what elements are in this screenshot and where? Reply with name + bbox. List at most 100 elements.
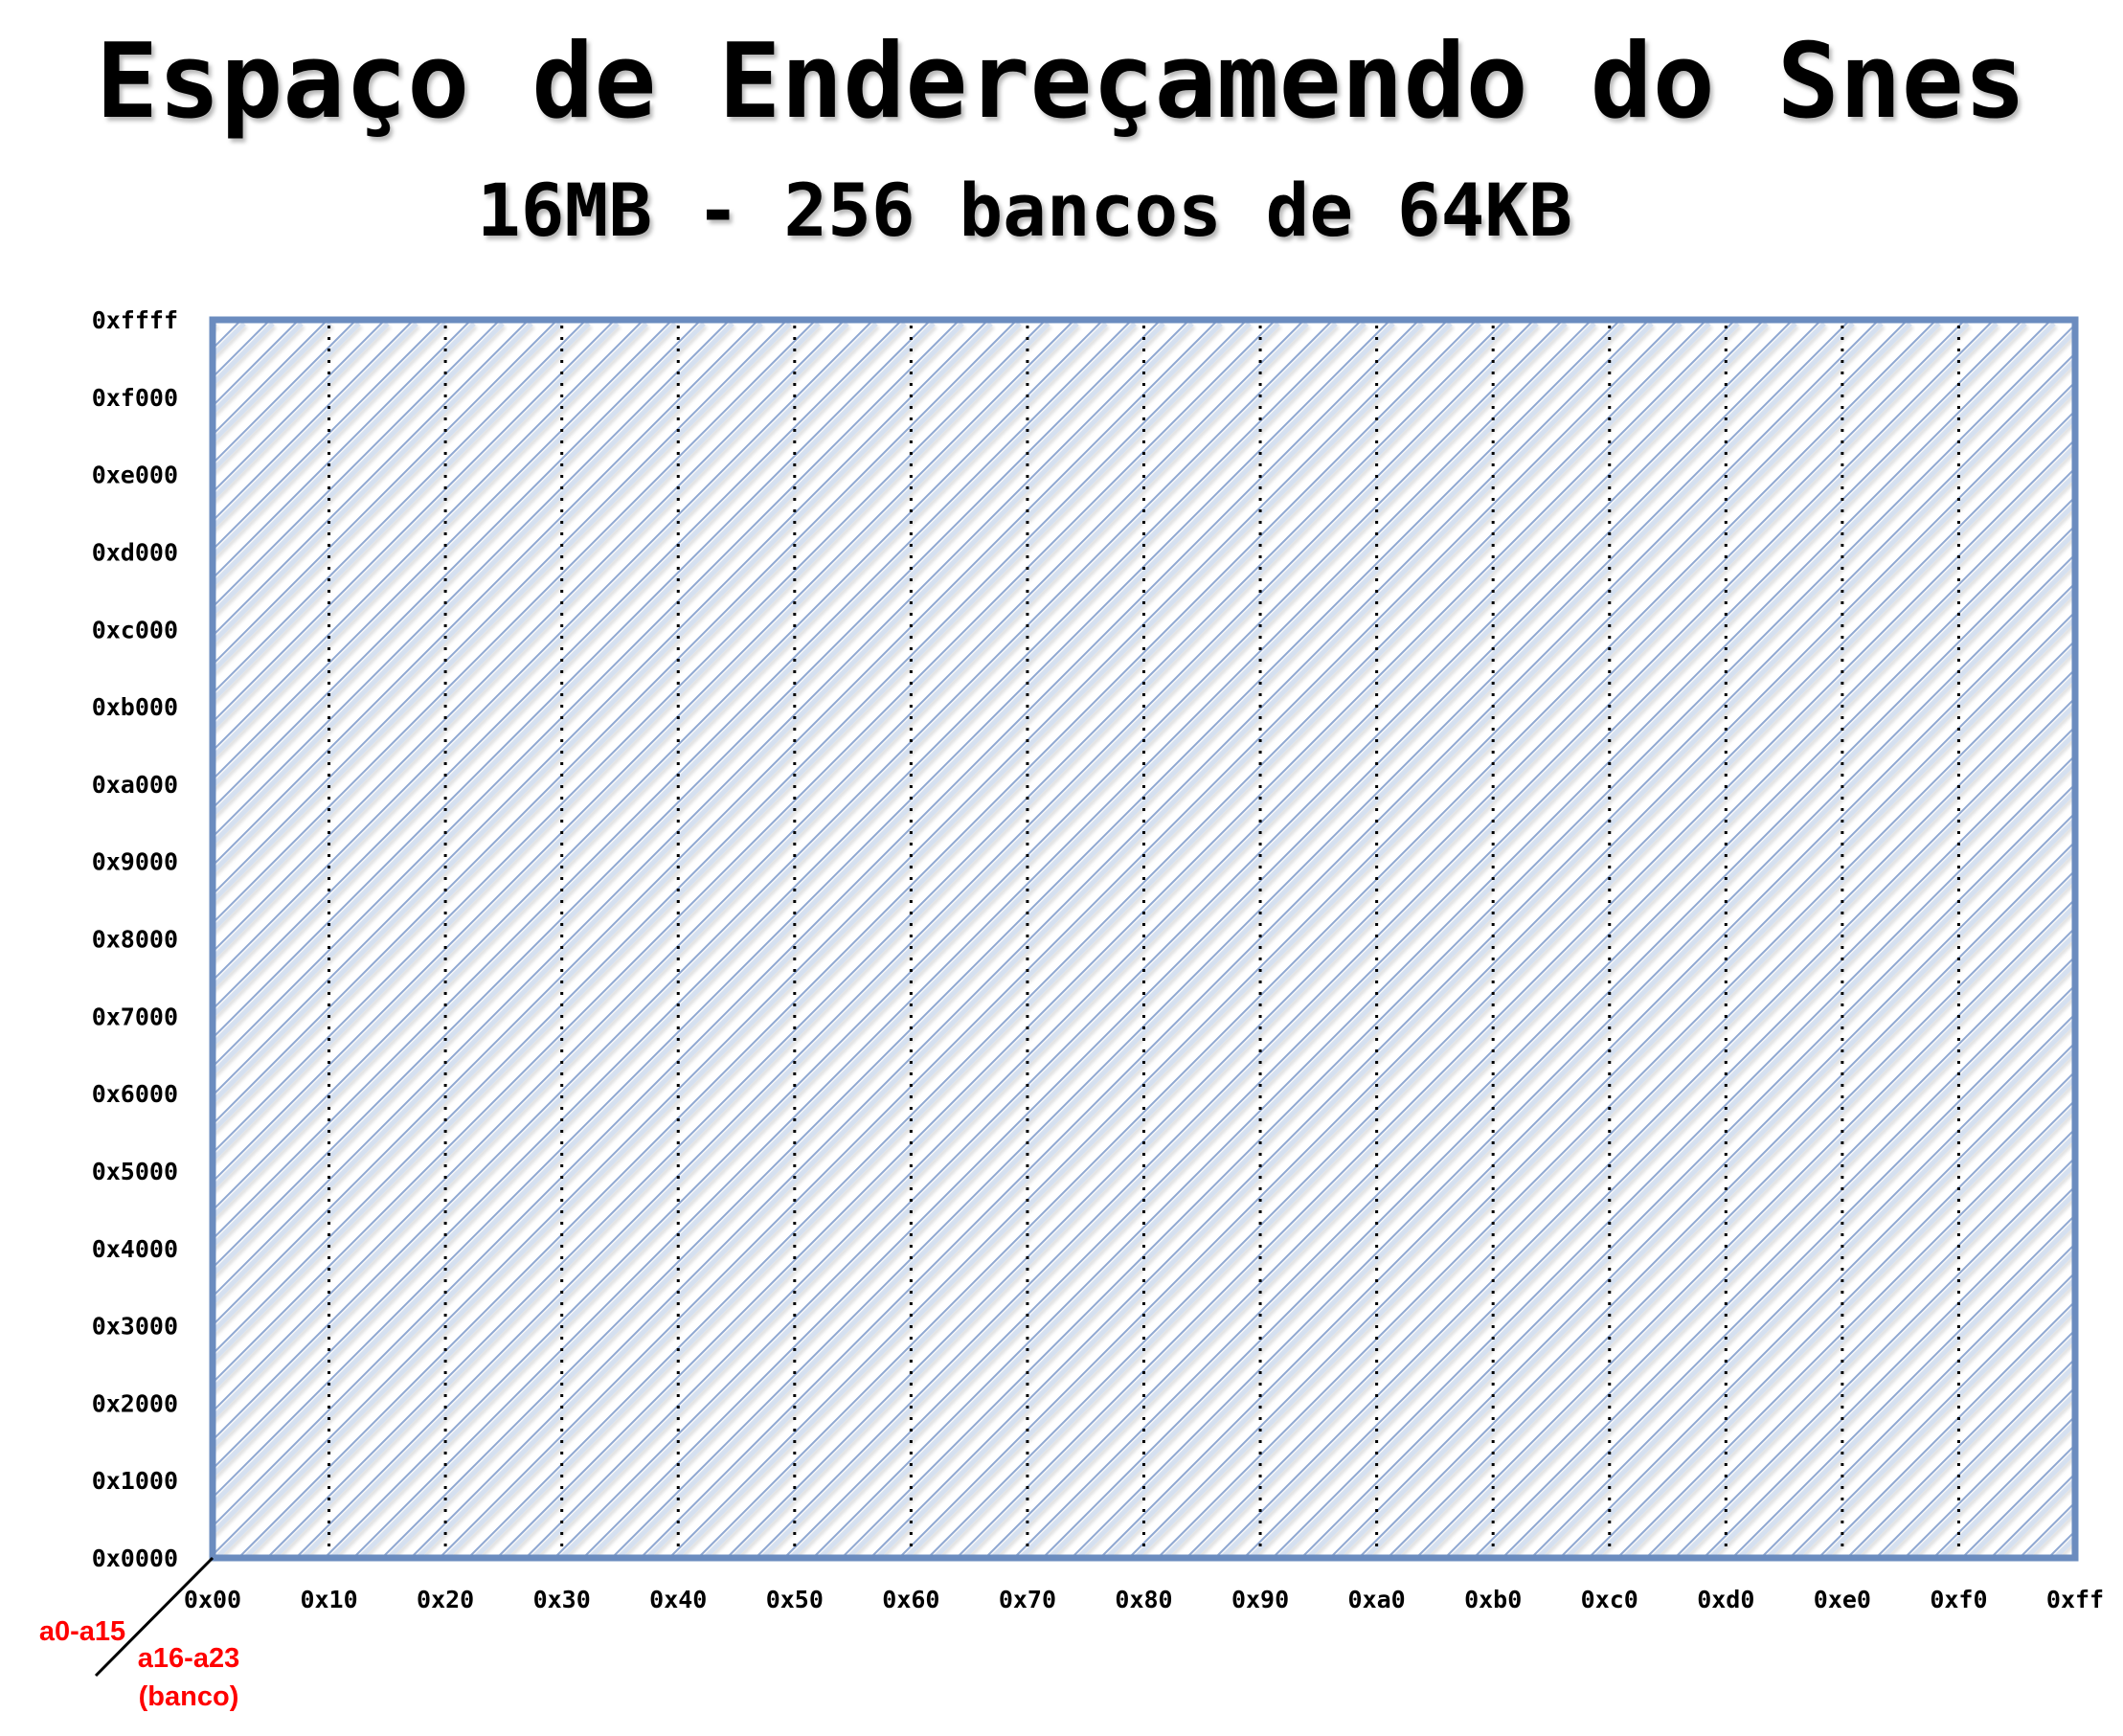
hatch-line bbox=[1444, 926, 2075, 1558]
hatch-shadow-line bbox=[816, 322, 2056, 1558]
y-axis-name: a0-a15 bbox=[39, 1616, 125, 1647]
hatch-shadow-line bbox=[213, 322, 878, 991]
hatch-shadow-line bbox=[845, 327, 2075, 1558]
hatch-shadow-line bbox=[213, 322, 620, 733]
y-tick-label: 0x4000 bbox=[92, 1235, 178, 1263]
hatch-shadow-line bbox=[213, 322, 505, 618]
hatch-shadow-line bbox=[1103, 586, 2075, 1558]
hatch-shadow-line bbox=[615, 322, 1855, 1558]
hatch-shadow-line bbox=[1362, 845, 2075, 1558]
hatch-shadow-line bbox=[213, 322, 476, 589]
hatch-shadow-line bbox=[213, 322, 1165, 1278]
hatch-shadow-line bbox=[586, 322, 1826, 1558]
y-tick-label: 0x1000 bbox=[92, 1467, 178, 1495]
hatch-shadow-line bbox=[1534, 1017, 2075, 1558]
y-tick-label: 0x7000 bbox=[92, 1003, 178, 1030]
hatch-line bbox=[984, 466, 2075, 1558]
hatch-shadow-line bbox=[471, 322, 1711, 1558]
hatch-shadow-line bbox=[644, 322, 1884, 1558]
hatch-shadow-line bbox=[442, 322, 1683, 1558]
hatch-shadow-line bbox=[988, 471, 2075, 1558]
hatch-line bbox=[783, 320, 2023, 1558]
hatch-shadow-line bbox=[213, 322, 706, 819]
y-axis-tick-labels: 0xffff 0xf000 0xe000 0xd000 0xc000 0xb000 0xa0… bbox=[92, 306, 178, 1572]
hatch-shadow-line bbox=[213, 322, 1338, 1451]
hatch-line bbox=[213, 320, 1219, 1327]
hatch-line bbox=[213, 320, 1162, 1270]
hatch-shadow-line bbox=[1017, 500, 2075, 1558]
hatch-line bbox=[213, 320, 501, 609]
hatch-shadow-line bbox=[1074, 557, 2075, 1558]
hatch-shadow-line bbox=[241, 322, 1481, 1558]
hatch-line bbox=[213, 320, 530, 638]
y-tick-label: 0xa000 bbox=[92, 771, 178, 799]
hatch-shadow-line bbox=[213, 322, 1079, 1192]
y-tick-label: 0xf000 bbox=[92, 384, 178, 412]
hatch-shadow-line bbox=[213, 322, 821, 934]
y-tick-label: 0xb000 bbox=[92, 693, 178, 721]
hatch-line bbox=[1616, 1098, 2075, 1558]
hatch-shadow-line bbox=[213, 322, 1050, 1163]
x-axis-name-note: (banco) bbox=[139, 1681, 239, 1712]
hatch-shadow-line bbox=[902, 385, 2075, 1558]
hatch-shadow-line bbox=[1189, 672, 2075, 1558]
hatch-line bbox=[213, 320, 846, 954]
diagram-subtitle: 16MB - 256 bancos de 64KB bbox=[477, 168, 1572, 253]
x-tick-label: 0x30 bbox=[533, 1586, 591, 1613]
y-tick-label: 0x6000 bbox=[92, 1080, 178, 1108]
diagram-title: Espaço de Endereçamendo do Snes bbox=[96, 22, 2026, 142]
hatch-shadow-line bbox=[500, 322, 1740, 1558]
hatch-line bbox=[324, 320, 1564, 1558]
hatch-line bbox=[1387, 868, 2075, 1558]
hatch-shadow-line bbox=[270, 322, 1510, 1558]
y-tick-label: 0x5000 bbox=[92, 1158, 178, 1185]
hatch-shadow-line bbox=[213, 322, 591, 704]
hatch-line bbox=[927, 409, 2075, 1558]
x-tick-label: 0x40 bbox=[649, 1586, 707, 1613]
hatch-line bbox=[439, 320, 1679, 1558]
y-tick-label: 0x9000 bbox=[92, 848, 178, 876]
hatch-shadow-line bbox=[730, 322, 1970, 1558]
hatch-line bbox=[213, 320, 1018, 1126]
hatch-line bbox=[1703, 1184, 2075, 1558]
hatch-shadow-line bbox=[299, 322, 1539, 1558]
hatch-shadow-line bbox=[1304, 787, 2075, 1558]
hatch-shadow-line bbox=[213, 322, 677, 790]
x-tick-label: 0xe0 bbox=[1814, 1586, 1871, 1613]
hatch-line bbox=[352, 320, 1592, 1558]
x-axis-name: a16-a23 bbox=[138, 1643, 239, 1674]
hatch-line bbox=[213, 320, 932, 1040]
hatch-line bbox=[213, 320, 1420, 1528]
hatch-shadow-line bbox=[213, 322, 562, 675]
hatch-line bbox=[755, 320, 1995, 1558]
hatch-shadow-line bbox=[213, 322, 763, 876]
hatch-shadow-line bbox=[213, 322, 1137, 1250]
hatch-shadow-line bbox=[213, 322, 1453, 1558]
hatch-shadow-line bbox=[213, 322, 1108, 1221]
y-tick-label: 0xc000 bbox=[92, 616, 178, 643]
hatch-line bbox=[1186, 667, 2075, 1558]
hatch-shadow-line bbox=[213, 322, 533, 646]
hatch-line bbox=[1071, 552, 2075, 1558]
hatch-line bbox=[1731, 1213, 2075, 1558]
hatch-shadow-line bbox=[213, 322, 849, 962]
hatch-line bbox=[213, 320, 903, 1011]
hatch-shadow-line bbox=[213, 322, 936, 1048]
hatch-shadow-line bbox=[1132, 615, 2075, 1558]
hatch-line bbox=[1128, 610, 2075, 1558]
hatch-line bbox=[697, 320, 1937, 1558]
x-tick-label: 0x60 bbox=[882, 1586, 939, 1613]
hatch-shadow-line bbox=[1563, 1046, 2075, 1558]
hatch-line bbox=[213, 320, 472, 580]
hatch-shadow-line bbox=[213, 322, 964, 1077]
hatch-line bbox=[841, 323, 2075, 1558]
x-tick-label: 0xff bbox=[2046, 1586, 2104, 1613]
hatch-shadow-line bbox=[213, 322, 418, 531]
hatch-shadow-line bbox=[2080, 324, 2123, 1562]
hatch-shadow-line bbox=[213, 322, 1194, 1307]
hatch-shadow-line bbox=[1764, 1247, 2075, 1558]
y-tick-label: 0x8000 bbox=[92, 926, 178, 954]
hatch-line bbox=[213, 320, 1391, 1499]
hatch-line bbox=[1674, 1156, 2075, 1558]
hatch-line bbox=[213, 320, 731, 839]
